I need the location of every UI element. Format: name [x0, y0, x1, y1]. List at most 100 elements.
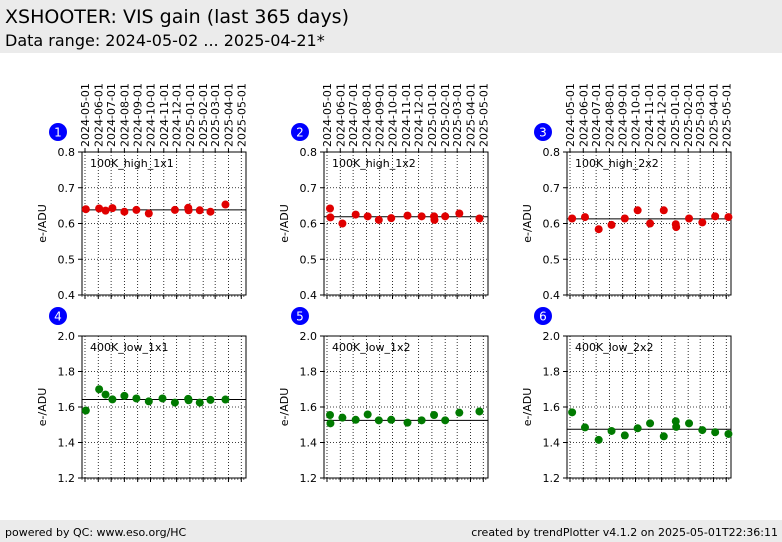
- y-tick-label: 1.6: [300, 401, 318, 414]
- y-tick-label: 0.6: [543, 218, 561, 231]
- x-tick-label: 2025-03-01: [694, 83, 707, 147]
- y-axis-label: e-/ADU: [36, 388, 49, 427]
- data-point: [325, 410, 334, 419]
- y-tick-label: 0.7: [58, 182, 76, 195]
- data-point: [374, 416, 383, 425]
- data-point: [580, 213, 589, 222]
- data-point: [195, 206, 204, 215]
- data-point: [568, 408, 577, 417]
- page-title: XSHOOTER: VIS gain (last 365 days): [5, 6, 349, 28]
- data-point: [403, 211, 412, 220]
- data-point: [108, 395, 117, 404]
- y-tick-label: 0.6: [300, 218, 318, 231]
- y-tick-label: 0.4: [300, 289, 318, 302]
- data-point: [81, 205, 90, 214]
- chart-panel-6: 1.2 1.4 1.6 1.8 2.0 e-/ADU 400K_low_2x2 6: [521, 307, 733, 485]
- data-point: [170, 205, 179, 214]
- x-tick-label: 2024-07-01: [347, 83, 360, 147]
- data-point: [387, 214, 396, 223]
- data-point: [594, 435, 603, 444]
- y-tick-label: 2.0: [58, 330, 76, 343]
- panel-label: 100K_high_1x1: [90, 157, 174, 170]
- data-point: [326, 213, 335, 222]
- data-point: [325, 204, 334, 213]
- data-point: [206, 207, 215, 216]
- panel-label: 100K_high_1x2: [332, 157, 416, 170]
- data-point: [403, 418, 412, 427]
- y-tick-label: 1.4: [300, 437, 318, 450]
- data-point: [326, 419, 335, 428]
- y-axis-label: e-/ADU: [521, 388, 534, 427]
- panel-label: 400K_low_1x2: [332, 341, 411, 354]
- x-tick-label: 2025-03-01: [451, 83, 464, 147]
- data-point: [711, 428, 720, 437]
- panel-number-badge: 6: [534, 307, 552, 325]
- y-tick-label: 0.7: [300, 182, 318, 195]
- x-tick-label: 2024-08-01: [603, 83, 616, 147]
- x-tick-label: 2024-12-01: [171, 83, 184, 147]
- x-tick-label: 2024-05-01: [564, 83, 577, 147]
- x-tick-label: 2024-07-01: [105, 83, 118, 147]
- badge-circle: [534, 123, 552, 141]
- data-point: [221, 200, 230, 209]
- x-tick-label: 2024-11-01: [158, 83, 171, 147]
- y-tick-label: 0.4: [58, 289, 76, 302]
- x-tick-label: 2025-01-01: [426, 83, 439, 147]
- badge-number: 3: [539, 126, 547, 140]
- y-tick-label: 1.8: [58, 366, 76, 379]
- y-tick-label: 2.0: [300, 330, 318, 343]
- y-tick-label: 1.6: [543, 401, 561, 414]
- x-tick-label: 2025-02-01: [197, 83, 210, 147]
- y-axis-label: e-/ADU: [278, 204, 291, 243]
- data-point: [724, 429, 733, 438]
- data-point: [184, 206, 193, 215]
- data-point: [620, 431, 629, 440]
- y-tick-label: 0.6: [58, 218, 76, 231]
- badge-circle: [291, 123, 309, 141]
- y-tick-label: 1.2: [543, 472, 561, 485]
- data-point: [351, 210, 360, 219]
- data-point: [95, 385, 104, 394]
- badge-number: 6: [539, 310, 547, 324]
- badge-circle: [534, 307, 552, 325]
- data-point: [441, 212, 450, 221]
- x-tick-label: 2024-10-01: [630, 83, 643, 147]
- data-point: [170, 398, 179, 407]
- badge-circle: [291, 307, 309, 325]
- data-point: [430, 410, 439, 419]
- data-point: [475, 214, 484, 223]
- x-tick-label: 2025-05-01: [720, 83, 733, 147]
- badge-number: 4: [54, 310, 62, 324]
- data-point: [338, 219, 347, 228]
- data-point: [633, 206, 642, 215]
- data-point: [659, 432, 668, 441]
- x-tick-label: 2025-04-01: [222, 83, 235, 147]
- data-point: [184, 396, 193, 405]
- x-tick-label: 2024-12-01: [413, 83, 426, 147]
- panel-number-badge: 1: [49, 123, 67, 141]
- y-tick-label: 1.8: [543, 366, 561, 379]
- data-point: [221, 395, 230, 404]
- data-point: [455, 408, 464, 417]
- x-tick-label: 2025-02-01: [682, 83, 695, 147]
- x-tick-label: 2024-06-01: [92, 83, 105, 147]
- data-point: [607, 220, 616, 229]
- data-point: [568, 214, 577, 223]
- data-point: [363, 212, 372, 221]
- data-point: [374, 215, 383, 224]
- data-point: [659, 206, 668, 215]
- y-tick-label: 1.4: [58, 437, 76, 450]
- data-point: [120, 391, 129, 400]
- data-point: [724, 213, 733, 222]
- data-point: [441, 416, 450, 425]
- data-point: [132, 394, 141, 403]
- badge-number: 1: [54, 126, 62, 140]
- x-tick-label: 2024-06-01: [334, 83, 347, 147]
- data-point: [698, 426, 707, 435]
- data-point: [607, 426, 616, 435]
- x-tick-label: 2025-04-01: [707, 83, 720, 147]
- data-point: [475, 407, 484, 416]
